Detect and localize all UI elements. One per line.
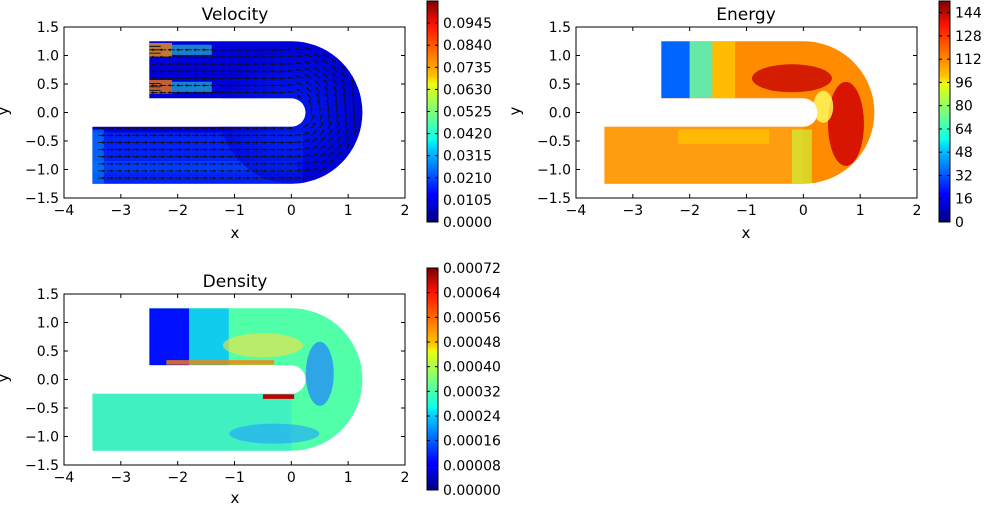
velocity-colorbar-label: 0.0945: [443, 16, 492, 32]
velocity-ylabel: y: [0, 106, 12, 115]
density-colorbar-label: 0.00048: [443, 335, 501, 351]
energy-xtick-label: 0: [799, 203, 808, 219]
velocity-xtick-label: −3: [111, 203, 132, 219]
density-colorbar-label: 0.00000: [443, 483, 501, 499]
energy-colorbar-label: 80: [955, 99, 973, 115]
density-xtick-label: −4: [54, 470, 75, 486]
velocity-colorbar-label: 0.0105: [443, 193, 492, 209]
density-ytick-label: −0.5: [25, 401, 59, 417]
energy-ytick-label: −1.0: [537, 163, 571, 179]
density-ytick-label: 1.0: [37, 316, 59, 332]
density-colorbar-label: 0.00032: [443, 384, 501, 400]
density-ytick-label: 0.5: [37, 344, 59, 360]
velocity-colorbar-label: 0.0210: [443, 171, 492, 187]
energy-colorbar-label: 112: [955, 52, 982, 68]
density-ytick-label: −1.5: [25, 458, 59, 474]
velocity-colorbar-label: 0.0840: [443, 38, 492, 54]
velocity-panel: Velocity x y: [0, 5, 268, 242]
energy-xtick-label: −1: [736, 203, 757, 219]
density-xtick-label: −1: [224, 470, 245, 486]
velocity-colorbar-label: 0.0735: [443, 60, 492, 76]
energy-colorbar-label: 48: [955, 145, 973, 161]
density-colorbar-label: 0.00016: [443, 434, 501, 450]
energy-colorbar-label: 96: [955, 75, 973, 91]
density-xtick-label: 0: [287, 470, 296, 486]
energy-xtick-label: −2: [679, 203, 700, 219]
velocity-colorbar-label: 0.0420: [443, 127, 492, 143]
velocity-xtick-label: −4: [54, 203, 75, 219]
velocity-xtick-label: −2: [167, 203, 188, 219]
density-colorbar-label: 0.00008: [443, 458, 501, 474]
density-colorbar-label: 0.00072: [443, 261, 501, 277]
energy-colorbar: [938, 0, 951, 223]
energy-ytick-label: 1.0: [549, 49, 571, 65]
energy-xlabel: x: [742, 224, 751, 242]
velocity-ytick-label: −1.0: [25, 163, 59, 179]
density-ylabel: y: [0, 373, 12, 382]
velocity-xtick-label: 1: [344, 203, 353, 219]
density-axes: −4 −3 −2 −1 0 1 2 −1.5 −1.0 −0.5 0.0 0.5 1.0 1.5 0.000…: [25, 261, 501, 499]
density-ytick-label: 0.0: [37, 373, 59, 389]
energy-colorbar-label: 32: [955, 168, 973, 184]
velocity-ytick-label: 0.5: [37, 77, 59, 93]
energy-colorbar-label: 144: [955, 6, 982, 22]
energy-ytick-label: −0.5: [537, 134, 571, 150]
energy-title: Energy: [716, 5, 776, 25]
velocity-colorbar-label: 0.0630: [443, 82, 492, 98]
velocity-field: [92, 41, 363, 184]
velocity-ytick-label: −1.5: [25, 191, 59, 207]
velocity-title: Velocity: [202, 5, 269, 25]
energy-colorbar-label: 64: [955, 122, 973, 138]
velocity-ytick-label: 0.0: [37, 106, 59, 122]
density-xtick-label: −3: [111, 470, 132, 486]
energy-xtick-label: −4: [566, 203, 587, 219]
density-title: Density: [203, 272, 268, 292]
density-xtick-label: −2: [167, 470, 188, 486]
density-colorbar-label: 0.00064: [443, 286, 501, 302]
energy-field: [604, 41, 875, 184]
energy-colorbar-label: 128: [955, 29, 982, 45]
density-xlabel: x: [231, 489, 240, 505]
velocity-colorbar-label: 0.0525: [443, 105, 492, 121]
density-ytick-label: −1.0: [25, 430, 59, 446]
velocity-xtick-label: 0: [287, 203, 296, 219]
velocity-xtick-label: −1: [224, 203, 245, 219]
energy-panel: Energy x y: [506, 5, 776, 242]
energy-ytick-label: 0.5: [549, 77, 571, 93]
density-colorbar-label: 0.00056: [443, 310, 501, 326]
velocity-axes: −4 −3 −2 −1 0 1 2 −1.5 −1.0 −0.5 0.0 0.5 1.0 1.5 0.000…: [25, 0, 492, 231]
velocity-ytick-label: 1.0: [37, 49, 59, 65]
velocity-colorbar-label: 0.0000: [443, 215, 492, 231]
density-xtick-label: 1: [344, 470, 353, 486]
velocity-colorbar-label: 0.0315: [443, 149, 492, 165]
density-colorbar-label: 0.00024: [443, 409, 501, 425]
energy-colorbar-label: 16: [955, 192, 973, 208]
density-xtick-label: 2: [401, 470, 410, 486]
energy-ytick-label: −1.5: [537, 191, 571, 207]
velocity-ytick-label: −0.5: [25, 134, 59, 150]
density-panel: Density x y: [0, 272, 267, 505]
energy-xtick-label: 2: [913, 203, 922, 219]
density-colorbar-label: 0.00040: [443, 360, 501, 376]
energy-ytick-label: 1.5: [549, 20, 571, 36]
energy-ylabel: y: [506, 106, 524, 115]
energy-xtick-label: −3: [623, 203, 644, 219]
density-colorbar: [426, 267, 439, 491]
velocity-xlabel: x: [231, 224, 240, 242]
energy-axes: −4 −3 −2 −1 0 1 2 −1.5 −1.0 −0.5 0.0 0.5 1.0 1.5 0 16 32…: [537, 0, 982, 231]
density-ytick-label: 1.5: [37, 287, 59, 303]
energy-ytick-label: 0.0: [549, 106, 571, 122]
energy-xtick-label: 1: [856, 203, 865, 219]
energy-colorbar-label: 0: [955, 215, 964, 231]
velocity-ytick-label: 1.5: [37, 20, 59, 36]
density-field: [92, 308, 363, 451]
velocity-xtick-label: 2: [401, 203, 410, 219]
